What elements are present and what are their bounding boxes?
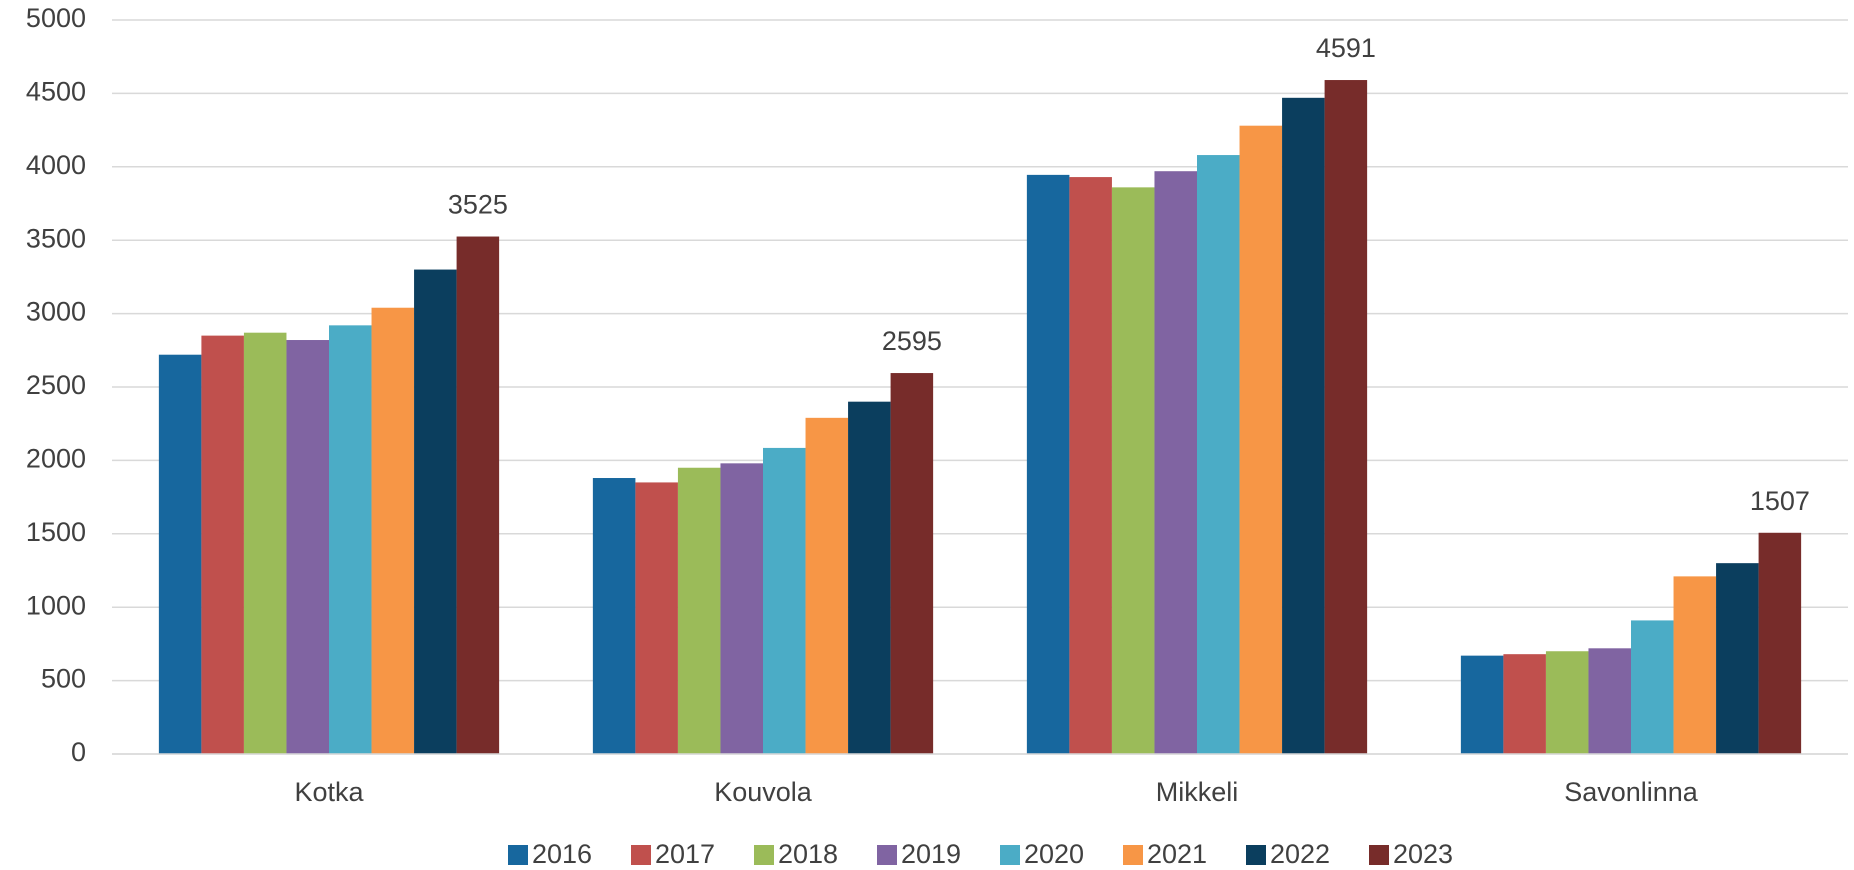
bar bbox=[805, 417, 849, 754]
legend-swatch bbox=[877, 845, 897, 865]
legend-label: 2020 bbox=[1024, 839, 1084, 869]
x-tick-label: Kotka bbox=[294, 777, 364, 807]
legend-label: 2017 bbox=[655, 839, 715, 869]
y-tick-label: 0 bbox=[71, 737, 86, 767]
y-tick-label: 4500 bbox=[26, 77, 86, 107]
bar bbox=[635, 482, 678, 754]
bar bbox=[1197, 155, 1240, 754]
legend-label: 2022 bbox=[1270, 839, 1330, 869]
bar bbox=[329, 325, 372, 754]
bar bbox=[1460, 655, 1504, 754]
x-tick-label: Mikkeli bbox=[1156, 777, 1239, 807]
y-tick-label: 3500 bbox=[26, 223, 86, 253]
bar bbox=[1324, 80, 1368, 754]
bar bbox=[456, 236, 500, 754]
y-tick-label: 4000 bbox=[26, 150, 86, 180]
legend-swatch bbox=[1246, 845, 1266, 865]
bar bbox=[763, 447, 806, 754]
bar bbox=[1758, 532, 1802, 754]
bar bbox=[1631, 620, 1674, 754]
bar bbox=[1026, 174, 1070, 754]
bar bbox=[243, 332, 287, 754]
y-tick-label: 3000 bbox=[26, 297, 86, 327]
bar bbox=[414, 269, 457, 754]
bar bbox=[677, 467, 721, 754]
y-tick-label: 1500 bbox=[26, 517, 86, 547]
x-tick-label: Kouvola bbox=[714, 777, 813, 807]
bar bbox=[1239, 125, 1283, 755]
y-tick-label: 1000 bbox=[26, 590, 86, 620]
legend-swatch bbox=[1123, 845, 1143, 865]
bar bbox=[1588, 648, 1631, 754]
bar bbox=[1545, 651, 1589, 754]
x-tick-label: Savonlinna bbox=[1564, 777, 1699, 807]
legend-swatch bbox=[631, 845, 651, 865]
bar bbox=[848, 401, 891, 754]
bar bbox=[720, 463, 763, 754]
data-label: 4591 bbox=[1316, 33, 1376, 63]
legend-swatch bbox=[1000, 845, 1020, 865]
legend-label: 2016 bbox=[532, 839, 592, 869]
bar bbox=[286, 340, 329, 754]
y-tick-label: 2000 bbox=[26, 444, 86, 474]
bar bbox=[201, 335, 244, 754]
bar bbox=[158, 354, 202, 754]
bar bbox=[1716, 563, 1759, 754]
bar bbox=[1282, 97, 1325, 754]
legend-swatch bbox=[754, 845, 774, 865]
legend-label: 2021 bbox=[1147, 839, 1207, 869]
y-tick-label: 2500 bbox=[26, 370, 86, 400]
bar bbox=[1154, 171, 1197, 755]
bar bbox=[1503, 654, 1546, 754]
bar bbox=[1111, 187, 1155, 755]
legend-swatch bbox=[508, 845, 528, 865]
data-label: 2595 bbox=[882, 326, 942, 356]
bar bbox=[371, 307, 415, 754]
bar bbox=[890, 373, 934, 754]
legend-swatch bbox=[1369, 845, 1389, 865]
bar bbox=[592, 478, 636, 754]
legend-label: 2018 bbox=[778, 839, 838, 869]
data-label: 1507 bbox=[1750, 486, 1810, 516]
bar bbox=[1069, 177, 1112, 755]
data-label: 3525 bbox=[448, 190, 508, 220]
y-tick-label: 5000 bbox=[26, 3, 86, 33]
bar bbox=[1673, 576, 1717, 754]
legend-label: 2023 bbox=[1393, 839, 1453, 869]
y-tick-label: 500 bbox=[41, 664, 86, 694]
legend-label: 2019 bbox=[901, 839, 961, 869]
